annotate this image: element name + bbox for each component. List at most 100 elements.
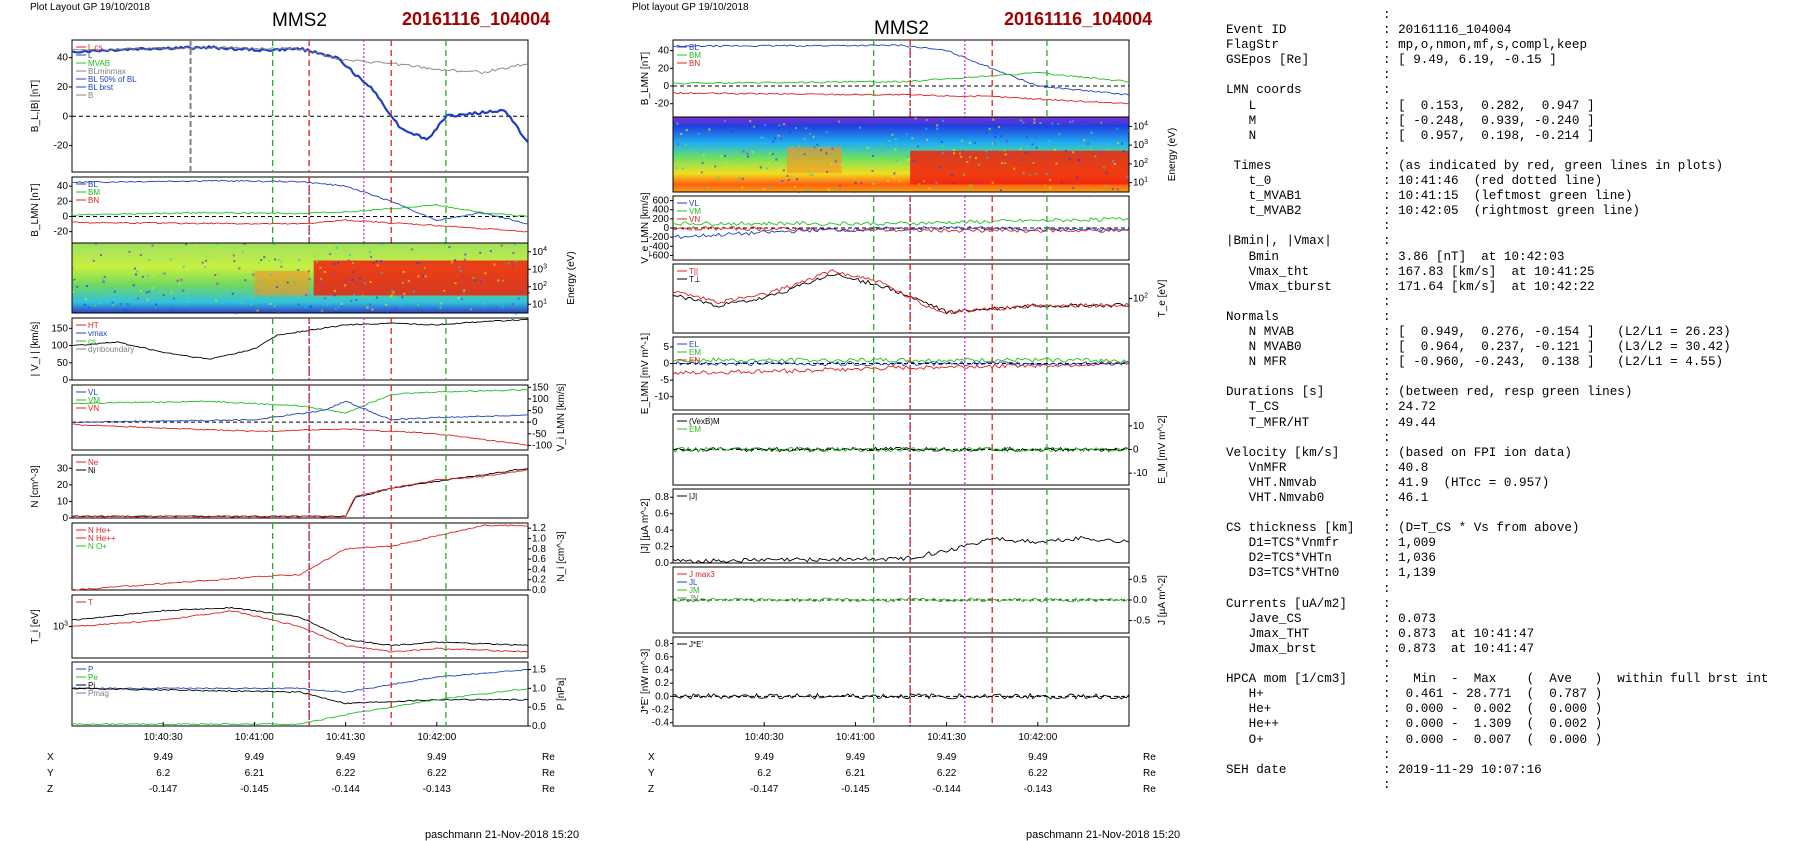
heatmap-speckle <box>906 155 909 158</box>
y-tick-label: -20 <box>655 99 670 110</box>
heatmap-speckle <box>1071 122 1074 125</box>
heatmap-speckle <box>986 156 989 159</box>
summary-row: : <box>1226 431 1796 446</box>
heatmap-speckle <box>133 267 136 270</box>
y-tick-label: 10 <box>57 496 69 507</box>
series-line <box>672 446 1130 453</box>
heatmap-speckle <box>685 129 688 132</box>
heatmap-speckle <box>102 280 105 283</box>
heatmap-speckle <box>415 300 418 303</box>
y-tick-label: -10 <box>1133 468 1148 479</box>
y-tick-label: 0 <box>62 375 68 386</box>
heatmap-speckle <box>358 277 361 280</box>
legend-entry: MVAB <box>88 59 110 68</box>
heatmap-speckle <box>92 278 95 281</box>
summary-key: Vmax_tht <box>1226 264 1310 279</box>
heatmap-speckle <box>93 304 96 307</box>
heatmap-speckle <box>1031 143 1034 146</box>
summary-value: : 24.72 <box>1383 400 1436 415</box>
heatmap-speckle <box>796 178 799 181</box>
heatmap-hot-region <box>313 260 528 296</box>
heatmap-speckle <box>98 302 101 305</box>
panel-m4: 102 T_e [eV] T||T⊥ <box>672 263 1168 334</box>
heatmap-speckle <box>270 273 273 276</box>
position-value: 6.22 <box>336 768 356 779</box>
heatmap-speckle <box>295 270 298 273</box>
summary-row: t_0: 10:41:46 (red dotted line) <box>1226 174 1796 189</box>
heatmap-speckle <box>381 243 384 246</box>
heatmap-speckle <box>978 182 981 185</box>
legend-entry: T|| <box>689 267 698 276</box>
panel-m2: 104 103 102 101 Energy (eV) <box>672 116 1178 194</box>
heatmap-speckle <box>935 181 938 184</box>
y-tick-label: 104 <box>1133 120 1148 132</box>
heatmap-speckle <box>1099 152 1102 155</box>
y-tick-label: 0.8 <box>532 544 546 555</box>
summary-key: Jave_CS <box>1226 611 1302 626</box>
summary-key: t_MVAB1 <box>1226 189 1302 204</box>
summary-value: : <box>1383 294 1391 309</box>
position-value: 6.21 <box>846 768 866 779</box>
y-tick-label: 104 <box>532 246 547 258</box>
panel-frame <box>71 454 529 519</box>
summary-value: : Min - Max ( Ave ) within full brst int <box>1383 672 1769 687</box>
heatmap-speckle <box>502 279 505 282</box>
legend-entry: VM <box>689 207 701 216</box>
heatmap-speckle <box>246 287 249 290</box>
heatmap-speckle <box>500 301 503 304</box>
y-tick-label: 0 <box>532 417 538 428</box>
y-axis-label: B_LMN [nT] <box>640 52 651 106</box>
summary-key: t_0 <box>1226 174 1272 189</box>
heatmap-speckle <box>723 119 726 122</box>
heatmap-speckle <box>1049 186 1052 189</box>
y-tick-label: 0 <box>62 513 68 524</box>
heatmap-speckle <box>998 126 1001 129</box>
legend-entry: Pe <box>88 673 98 682</box>
summary-value: : 0.461 - 28.771 ( 0.787 ) <box>1383 687 1603 702</box>
heatmap-speckle <box>1113 162 1116 165</box>
summary-value: : (between red, resp green lines) <box>1383 385 1633 400</box>
summary-row: t_MVAB1: 10:41:15 (leftmost green line) <box>1226 189 1796 204</box>
heatmap-speckle <box>479 251 482 254</box>
summary-row: : <box>1226 778 1796 793</box>
legend-entry: VM <box>88 396 100 405</box>
heatmap-speckle <box>731 130 734 133</box>
heatmap-speckle <box>1022 172 1025 175</box>
summary-key: N MFR <box>1226 355 1287 370</box>
legend-entry: BL <box>689 43 699 52</box>
heatmap-speckle <box>837 120 840 123</box>
heatmap-speckle <box>280 261 283 264</box>
heatmap-speckle <box>401 296 404 299</box>
heatmap-speckle <box>190 294 193 297</box>
position-value: -0.145 <box>841 784 870 795</box>
heatmap-speckle <box>219 294 222 297</box>
heatmap-speckle <box>232 254 235 257</box>
heatmap-speckle <box>462 275 465 278</box>
heatmap-speckle <box>769 152 772 155</box>
heatmap-speckle <box>443 289 446 292</box>
summary-row: FlagStr: mp,o,nmon,mf,s,compl,keep <box>1226 38 1796 53</box>
heatmap-speckle <box>961 139 964 142</box>
heatmap-speckle <box>225 301 228 304</box>
heatmap-speckle <box>786 177 789 180</box>
series-line <box>672 44 1130 96</box>
legend-entry: EL <box>689 340 699 349</box>
summary-value: : <box>1383 83 1391 98</box>
heatmap-speckle <box>675 167 678 170</box>
heatmap-speckle <box>320 277 323 280</box>
heatmap-speckle <box>808 132 811 135</box>
summary-row: Vmax_tht: 167.83 [km/s] at 10:41:25 <box>1226 265 1796 280</box>
heatmap-speckle <box>702 153 705 156</box>
heatmap-speckle <box>794 126 797 129</box>
y-tick-label: 0.6 <box>655 509 669 520</box>
heatmap-speckle <box>928 187 931 190</box>
heatmap-speckle <box>412 290 415 293</box>
summary-row: O+: 0.000 - 0.007 ( 0.000 ) <box>1226 733 1796 748</box>
heatmap-speckle <box>238 267 241 270</box>
heatmap-speckle <box>324 270 327 273</box>
legend-entry: BN <box>689 59 700 68</box>
summary-key: N <box>1226 128 1257 143</box>
heatmap-speckle <box>951 173 954 176</box>
heatmap-speckle <box>493 263 496 266</box>
heatmap-speckle <box>363 282 366 285</box>
